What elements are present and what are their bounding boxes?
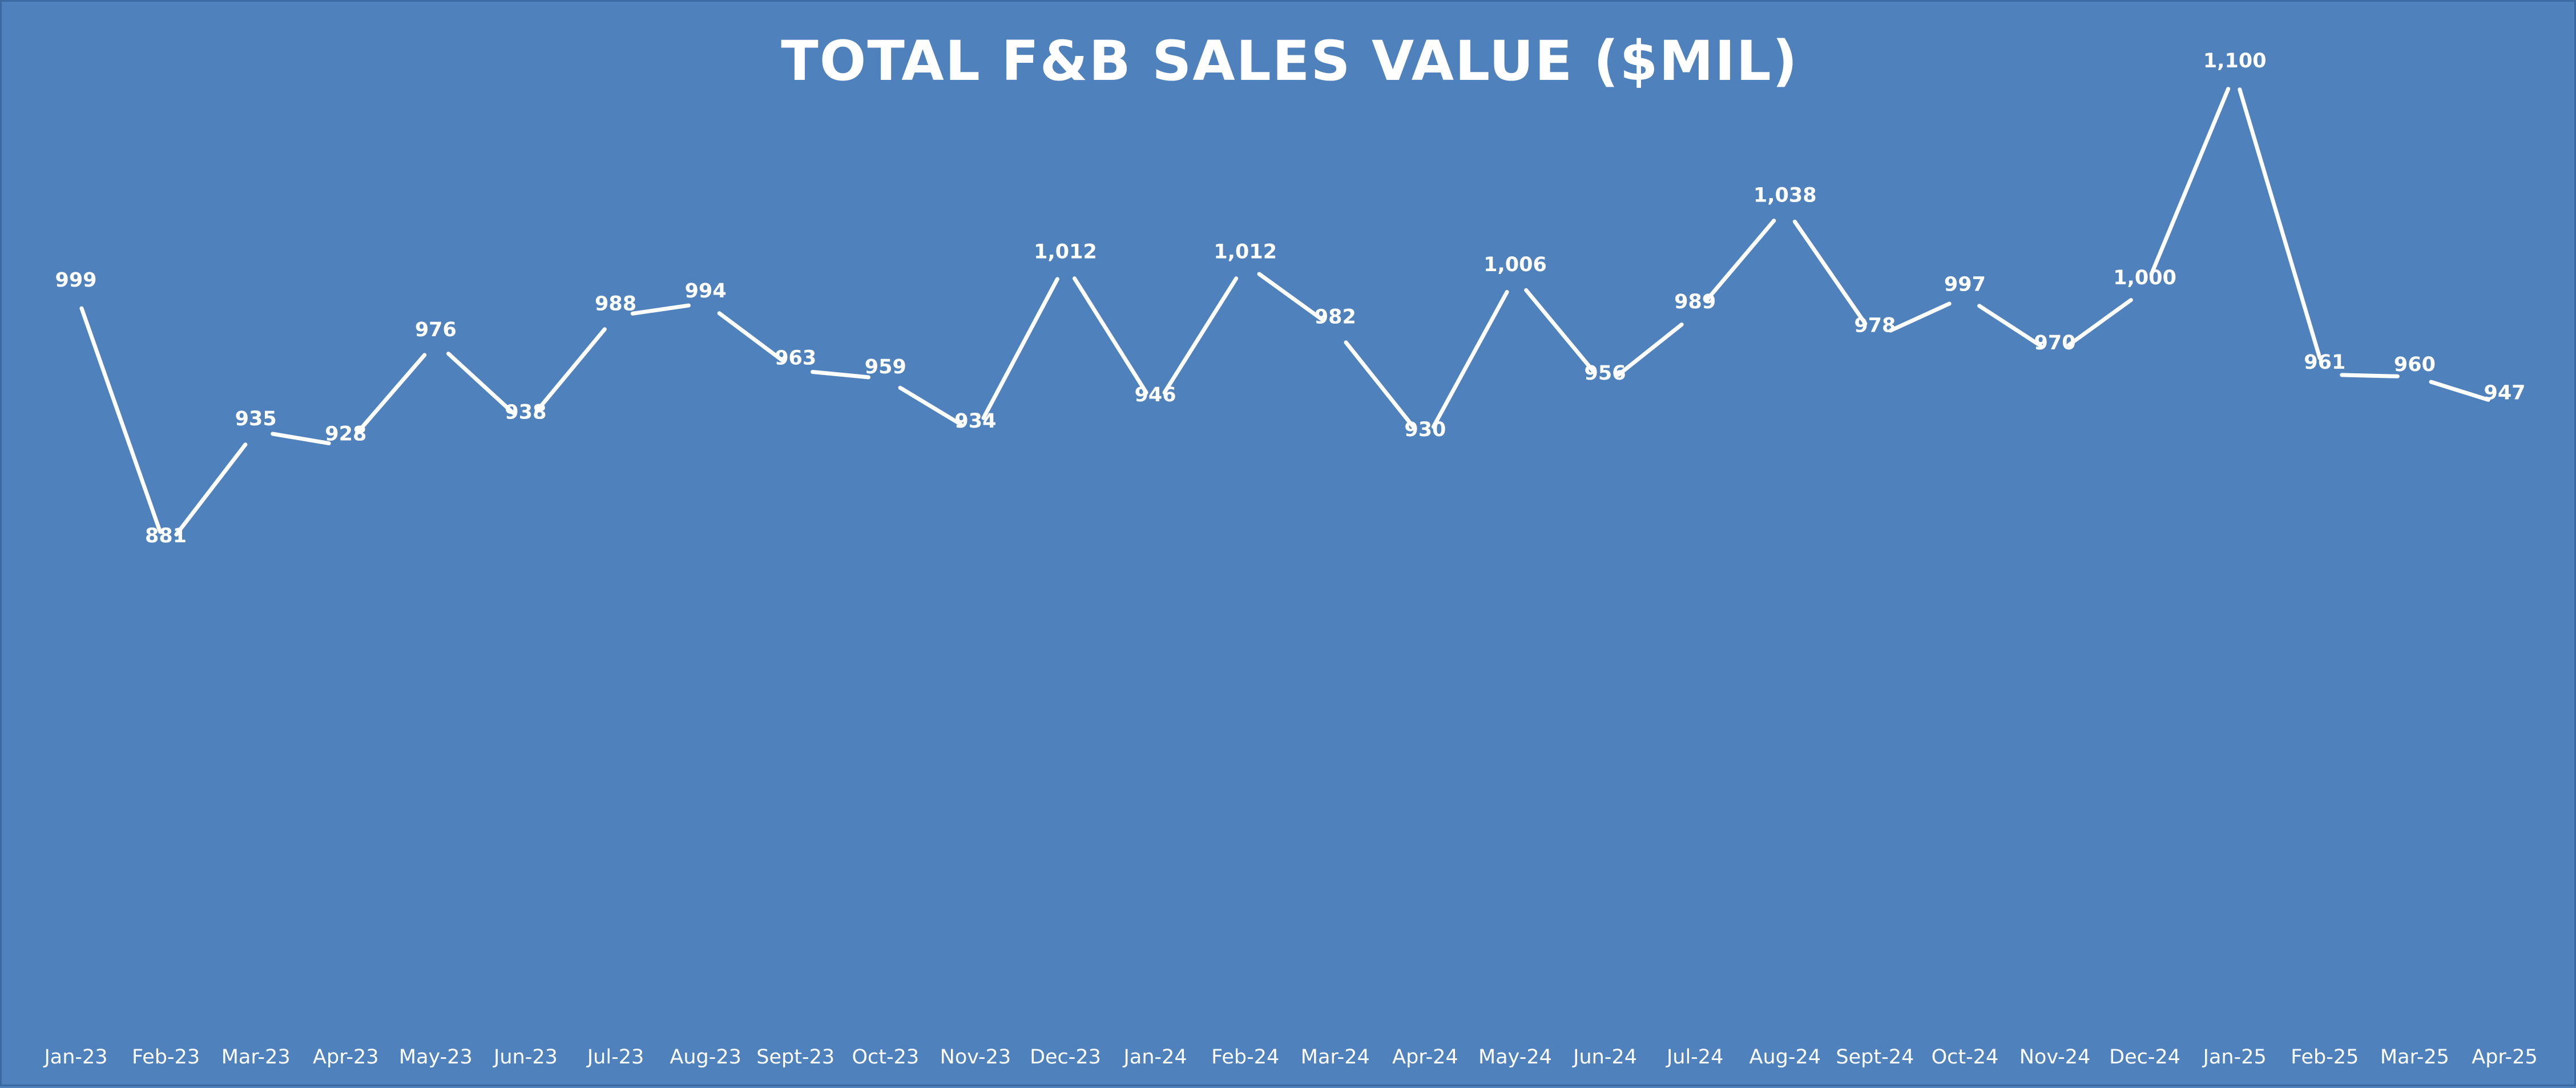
series-line-segment [1162, 276, 1239, 395]
data-label: 988 [595, 293, 636, 316]
data-label: 1,006 [1483, 253, 1547, 276]
data-label: 994 [685, 280, 727, 303]
series-line-segment [446, 351, 515, 415]
series-line-segment [2340, 373, 2400, 378]
series-line-segment [354, 353, 427, 436]
x-tick-label: Feb-25 [2291, 1046, 2359, 1069]
x-tick-label: Jan-24 [1123, 1046, 1187, 1069]
series-line-segment [1072, 276, 1148, 395]
x-tick-label: Jul-24 [1666, 1046, 1723, 1069]
series-line-segment [811, 369, 870, 380]
data-label: 938 [505, 401, 546, 424]
data-labels: 999 881 935 928 976 938 988 994 963 959 934 1,012 94… [55, 50, 2525, 547]
data-label: 1,012 [1214, 240, 1277, 263]
x-tick-label: Oct-23 [852, 1046, 919, 1069]
data-label: 935 [235, 408, 277, 430]
data-label: 934 [954, 410, 996, 433]
data-label: 997 [1944, 273, 1986, 296]
x-tick-label: Dec-24 [2109, 1046, 2180, 1069]
series-line-segment [1704, 218, 1776, 303]
x-tick-label: Jan-25 [2202, 1046, 2267, 1069]
data-label: 930 [1404, 418, 1446, 441]
x-tick-label: Mar-23 [221, 1046, 291, 1069]
data-label: 963 [775, 347, 816, 370]
x-tick-label: Jun-24 [1572, 1046, 1637, 1069]
data-label: 989 [1674, 291, 1716, 313]
series-line-segment [271, 432, 331, 446]
series-line-segment [981, 277, 1059, 420]
data-label: 960 [2394, 353, 2436, 376]
data-label: 999 [55, 269, 96, 292]
series-line-segment [1977, 304, 2043, 348]
data-label: 881 [145, 525, 187, 547]
x-axis-tick-labels: Jan-23 Feb-23 Mar-23 Apr-23 May-23 Jun-23 Jul-… [43, 1046, 2537, 1069]
data-label: 959 [865, 356, 906, 378]
x-tick-label: Jan-23 [43, 1046, 107, 1069]
x-tick-label: Nov-24 [2019, 1046, 2091, 1069]
x-tick-label: Aug-23 [670, 1046, 741, 1069]
series-line-segment [1616, 322, 1684, 377]
data-label: 947 [2484, 381, 2525, 404]
series-line-segment [2066, 298, 2133, 347]
series-line-segment [1792, 219, 1868, 326]
data-label: 978 [1854, 315, 1896, 337]
series-line-segment [2238, 87, 2322, 360]
series-line-segment [534, 327, 607, 414]
series-line-segment [1524, 288, 1597, 374]
data-label: 970 [2034, 332, 2076, 354]
data-label: 946 [1135, 384, 1176, 406]
x-tick-label: Dec-23 [1030, 1046, 1101, 1069]
x-tick-label: Aug-24 [1749, 1046, 1821, 1069]
data-label: 956 [1585, 362, 1626, 385]
drop-lines [75, 73, 2506, 1012]
data-label: 976 [415, 319, 457, 341]
chart-title: TOTAL F&B SALES VALUE ($MIL) [781, 29, 1799, 93]
data-label: 1,038 [1753, 184, 1817, 207]
x-tick-label: Apr-24 [1392, 1046, 1458, 1069]
data-label: 1,100 [2203, 50, 2267, 72]
x-tick-label: Mar-25 [2380, 1046, 2449, 1069]
series-line-segment [2149, 87, 2231, 276]
series-line-segment [1344, 340, 1417, 431]
x-tick-label: Oct-24 [1932, 1046, 1999, 1069]
x-tick-label: Nov-23 [940, 1046, 1011, 1069]
x-tick-label: Mar-24 [1301, 1046, 1370, 1069]
series-line-segment [1888, 301, 1952, 333]
series-line-segment [717, 311, 784, 362]
x-tick-label: Feb-24 [1211, 1046, 1279, 1069]
data-label: 1,012 [1034, 240, 1097, 263]
x-tick-label: May-23 [399, 1046, 473, 1069]
x-tick-label: Sept-23 [756, 1046, 835, 1069]
data-label: 961 [2304, 351, 2345, 374]
series-line [79, 87, 2490, 537]
series-line-segment [898, 385, 963, 426]
series-line-segment [174, 442, 248, 537]
data-label: 928 [325, 423, 366, 446]
x-tick-label: Apr-25 [2472, 1046, 2537, 1069]
series-line-segment [1257, 272, 1324, 321]
x-tick-label: May-24 [1478, 1046, 1552, 1069]
series-line-segment [1431, 290, 1509, 429]
data-label: 1,000 [2113, 267, 2176, 289]
data-label: 982 [1315, 305, 1356, 328]
x-tick-label: Apr-23 [313, 1046, 378, 1069]
series-line-segment [79, 306, 163, 534]
series-line-segment [2429, 380, 2490, 402]
series-line-segment [630, 303, 691, 316]
x-tick-label: Feb-23 [132, 1046, 200, 1069]
x-tick-label: Jul-23 [586, 1046, 644, 1069]
x-tick-label: Jun-23 [493, 1046, 558, 1069]
x-tick-label: Sept-24 [1836, 1046, 1914, 1069]
